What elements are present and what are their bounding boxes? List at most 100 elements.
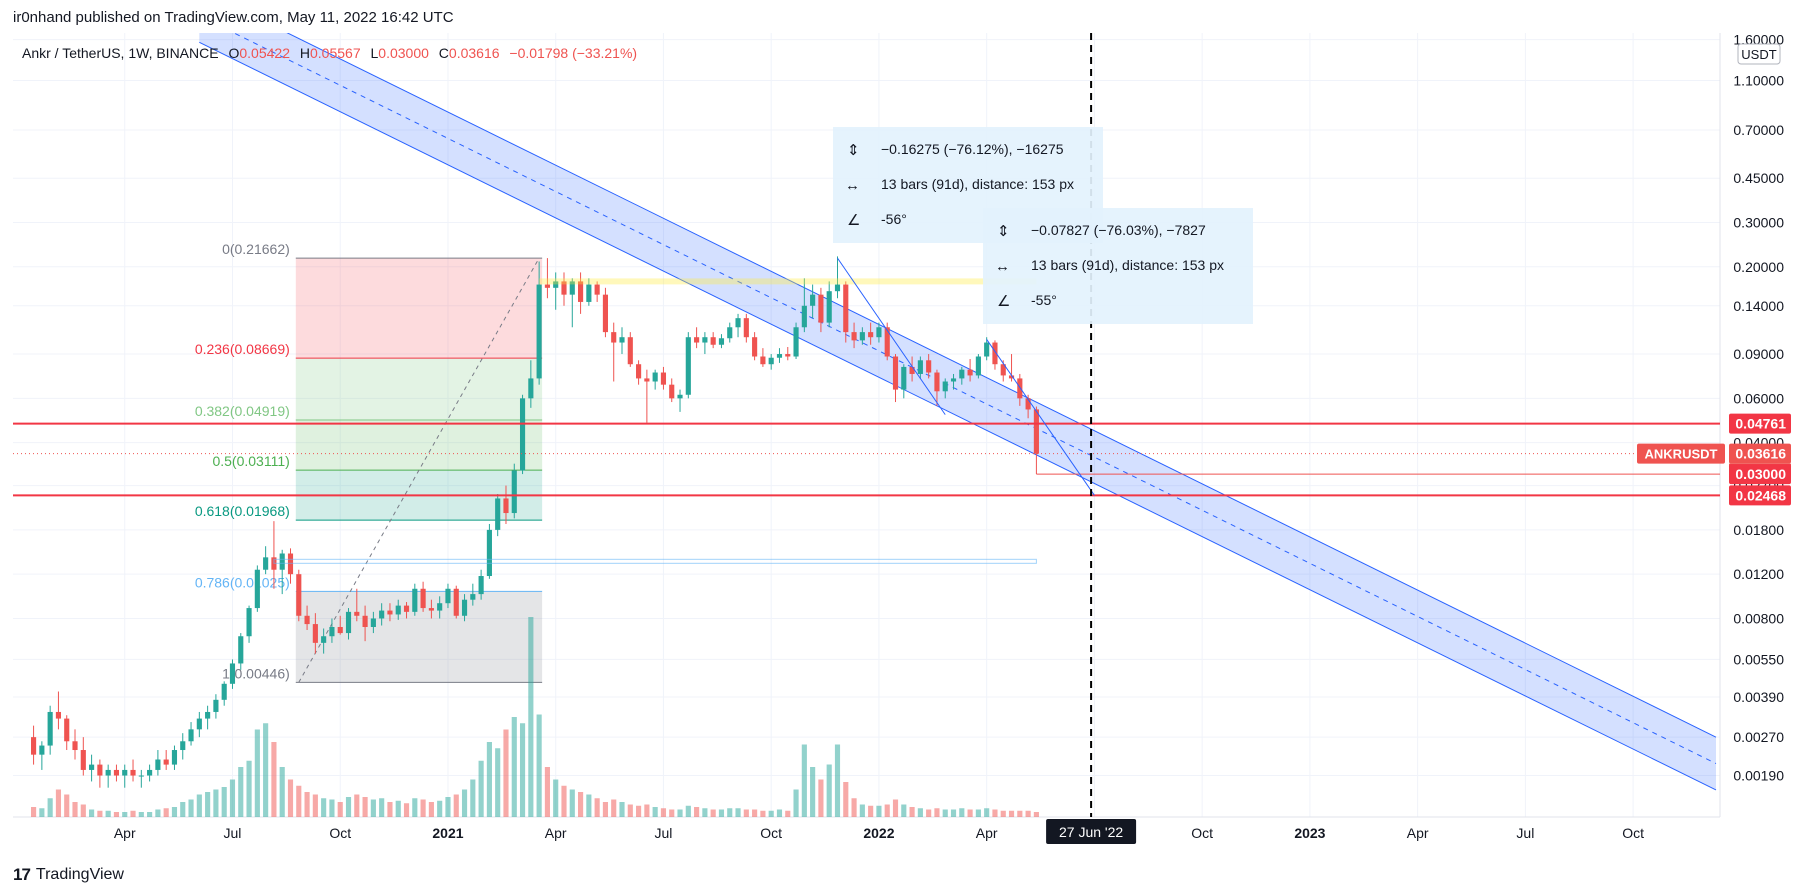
candle bbox=[495, 493, 501, 537]
fib-level-label: 1(0.00446) bbox=[222, 665, 290, 681]
candle bbox=[122, 764, 128, 788]
level-tag: 0.02468 bbox=[1729, 485, 1791, 506]
volume-bar bbox=[428, 802, 434, 817]
candle-body bbox=[503, 498, 509, 514]
volume-bar bbox=[213, 789, 219, 817]
candle-body bbox=[445, 588, 451, 604]
candle-body bbox=[296, 574, 302, 616]
measure-line bbox=[837, 257, 946, 415]
candle bbox=[64, 715, 70, 751]
candle bbox=[138, 769, 144, 788]
volume-bar bbox=[810, 767, 816, 817]
candle-body bbox=[387, 610, 393, 615]
symbol-tag: ANKRUSDT bbox=[1637, 443, 1725, 464]
resistance-zone bbox=[539, 278, 1037, 285]
candle-body bbox=[594, 284, 600, 295]
volume-bar bbox=[495, 748, 501, 817]
candle-body bbox=[171, 750, 178, 765]
regression-channel[interactable] bbox=[199, 0, 1717, 791]
tradingview-logo[interactable]: 17 TradingView bbox=[13, 865, 124, 885]
tradingview-brand: TradingView bbox=[35, 866, 124, 883]
candle bbox=[578, 272, 584, 314]
candle bbox=[909, 356, 915, 382]
candle-body bbox=[428, 608, 434, 611]
candle bbox=[461, 594, 468, 622]
candle-body bbox=[553, 281, 559, 288]
candle bbox=[810, 284, 816, 319]
candle bbox=[602, 287, 609, 338]
price-tick-label: 0.01800 bbox=[1733, 522, 1784, 538]
volume-bar bbox=[627, 804, 633, 817]
candle bbox=[171, 745, 178, 770]
price-tick-label: 0.00190 bbox=[1733, 768, 1784, 784]
horizontal-levels[interactable] bbox=[13, 278, 1720, 564]
volume-bar bbox=[163, 808, 169, 817]
volume-bar bbox=[959, 808, 965, 817]
candle bbox=[669, 378, 675, 403]
candle-body bbox=[180, 741, 186, 751]
volume-bar bbox=[544, 767, 550, 817]
volume-bar bbox=[329, 799, 335, 817]
candle-body bbox=[926, 360, 932, 373]
volume-bar bbox=[834, 744, 841, 817]
measure-tooltips: ⇕ −0.16275 (−76.12%), −16275 ↔ 13 bars (91d… bbox=[833, 127, 1253, 324]
candle-body bbox=[586, 284, 592, 302]
measure-lines[interactable] bbox=[837, 257, 1095, 496]
candle bbox=[768, 354, 774, 370]
price-tick-label: 0.20000 bbox=[1733, 259, 1784, 275]
candle-body bbox=[89, 764, 95, 770]
volume-bar bbox=[47, 798, 53, 817]
candle-body bbox=[304, 615, 310, 625]
candle bbox=[1017, 373, 1023, 406]
candle bbox=[652, 369, 658, 390]
volume-bar bbox=[611, 799, 617, 817]
candle bbox=[55, 691, 62, 730]
svg-text:Ankr / TetherUS, 1W, BINANCE: Ankr / TetherUS, 1W, BINANCE O0.05422 H0… bbox=[22, 45, 637, 61]
volume-bar bbox=[221, 787, 227, 817]
currency-badge[interactable]: USDT bbox=[1737, 43, 1781, 65]
volume-bar bbox=[793, 789, 799, 817]
measure-bars: 13 bars (91d), distance: 153 px bbox=[1031, 257, 1224, 273]
fib-level-label: 0.382(0.04919) bbox=[195, 403, 290, 419]
price-tick-label: 0.30000 bbox=[1733, 215, 1784, 231]
candle bbox=[503, 485, 509, 524]
volume-bar bbox=[511, 717, 517, 817]
candle bbox=[246, 605, 252, 643]
candle bbox=[188, 722, 194, 746]
candle bbox=[984, 337, 990, 361]
volume-bar bbox=[105, 810, 111, 817]
candle bbox=[387, 603, 393, 622]
candle-body bbox=[122, 769, 128, 776]
volume-bars bbox=[31, 617, 1039, 817]
fib-zone bbox=[295, 420, 543, 471]
volume-bar bbox=[1017, 810, 1023, 817]
candle-body bbox=[685, 337, 691, 395]
candle-body bbox=[254, 569, 260, 609]
price-axis[interactable]: 1.600001.100000.700000.450000.300000.200… bbox=[1733, 32, 1784, 784]
candle bbox=[312, 613, 318, 654]
candle-body bbox=[959, 369, 965, 379]
candle-body bbox=[768, 357, 774, 365]
candle-body bbox=[578, 281, 584, 302]
candle bbox=[345, 608, 352, 640]
volume-bar bbox=[246, 760, 252, 817]
candle-body bbox=[660, 372, 667, 385]
candle bbox=[1008, 354, 1015, 382]
price-tick-label: 0.45000 bbox=[1733, 170, 1784, 186]
volume-bar bbox=[263, 723, 269, 817]
candle bbox=[89, 754, 95, 782]
time-axis[interactable]: Apr Jul Oct 2021 Apr Jul Oct 2022 Apr Jul Oct 2023 A… bbox=[114, 819, 1644, 844]
candle bbox=[379, 603, 385, 626]
volume-bar bbox=[561, 785, 567, 817]
candle bbox=[403, 602, 410, 619]
candle bbox=[959, 366, 965, 385]
candle-body bbox=[55, 711, 62, 719]
candle bbox=[196, 711, 202, 738]
candle bbox=[801, 278, 807, 333]
volume-bar bbox=[984, 808, 990, 817]
volume-bar bbox=[113, 812, 120, 817]
candle bbox=[263, 546, 269, 575]
level-tag-text: 0.04761 bbox=[1735, 416, 1786, 432]
